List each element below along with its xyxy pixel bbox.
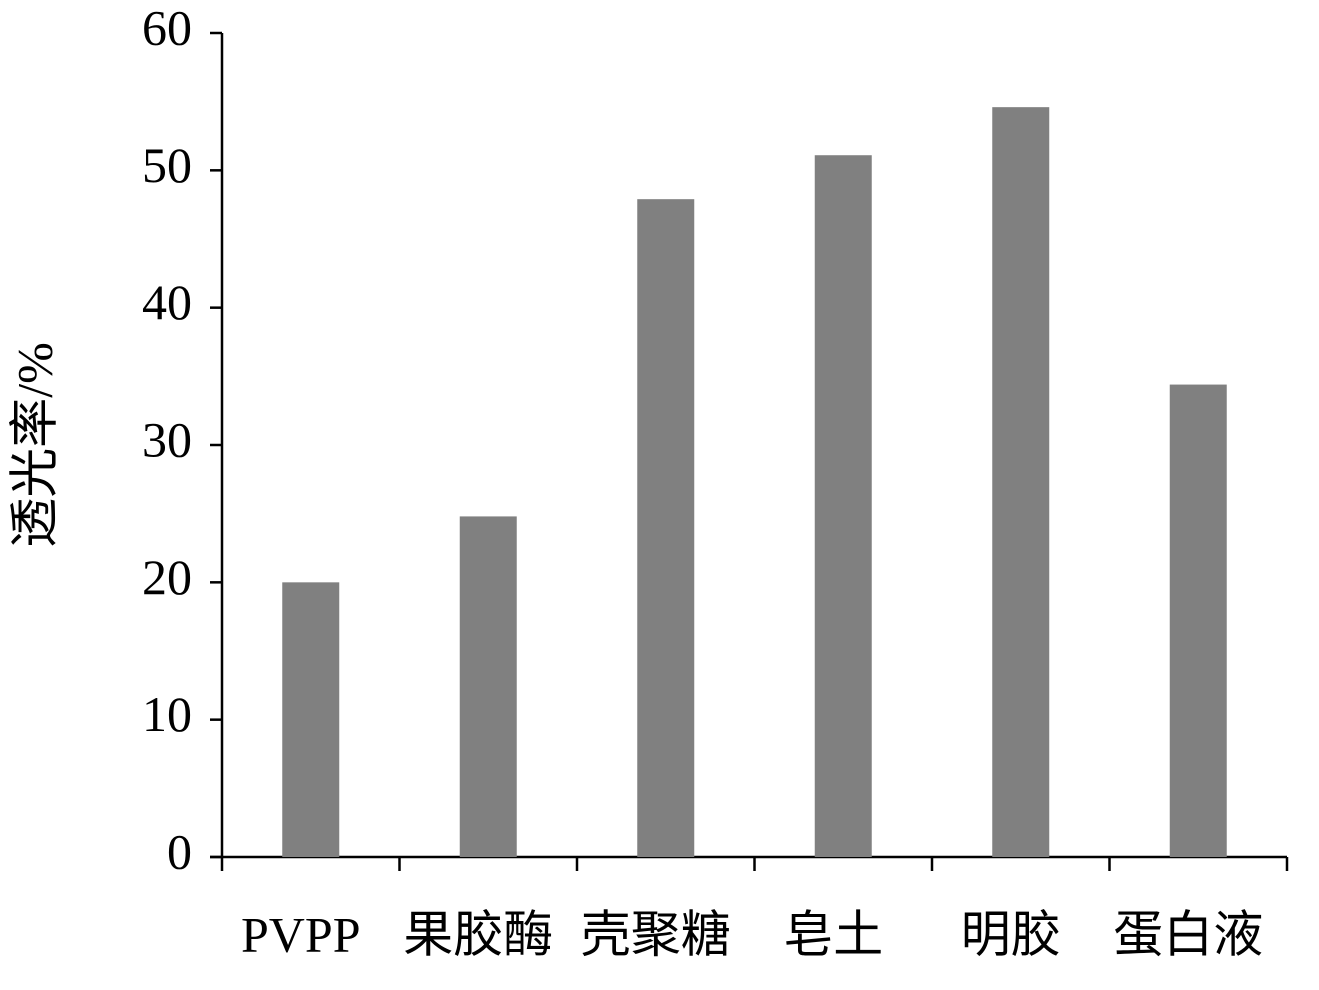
bar [637,199,695,857]
bar [1169,384,1227,857]
y-tick-label: 20 [142,549,192,605]
y-tick-label: 30 [142,411,192,467]
y-tick-label: 0 [167,823,192,879]
y-tick-label: 10 [142,686,192,742]
bar [282,582,340,857]
bar [992,107,1050,857]
bar [814,155,872,857]
x-tick-label: PVPP [241,906,361,962]
x-tick-label: 明胶 [961,906,1061,962]
x-tick-label: 蛋白液 [1113,906,1263,962]
y-axis-title: 透光率/% [6,342,62,548]
y-tick-label: 50 [142,137,192,193]
x-tick-label: 壳聚糖 [581,906,731,962]
y-tick-label: 40 [142,274,192,330]
bar [459,516,517,857]
x-tick-label: 皂土 [783,906,883,962]
y-tick-label: 60 [142,0,192,55]
x-tick-label: 果胶酶 [403,906,553,962]
